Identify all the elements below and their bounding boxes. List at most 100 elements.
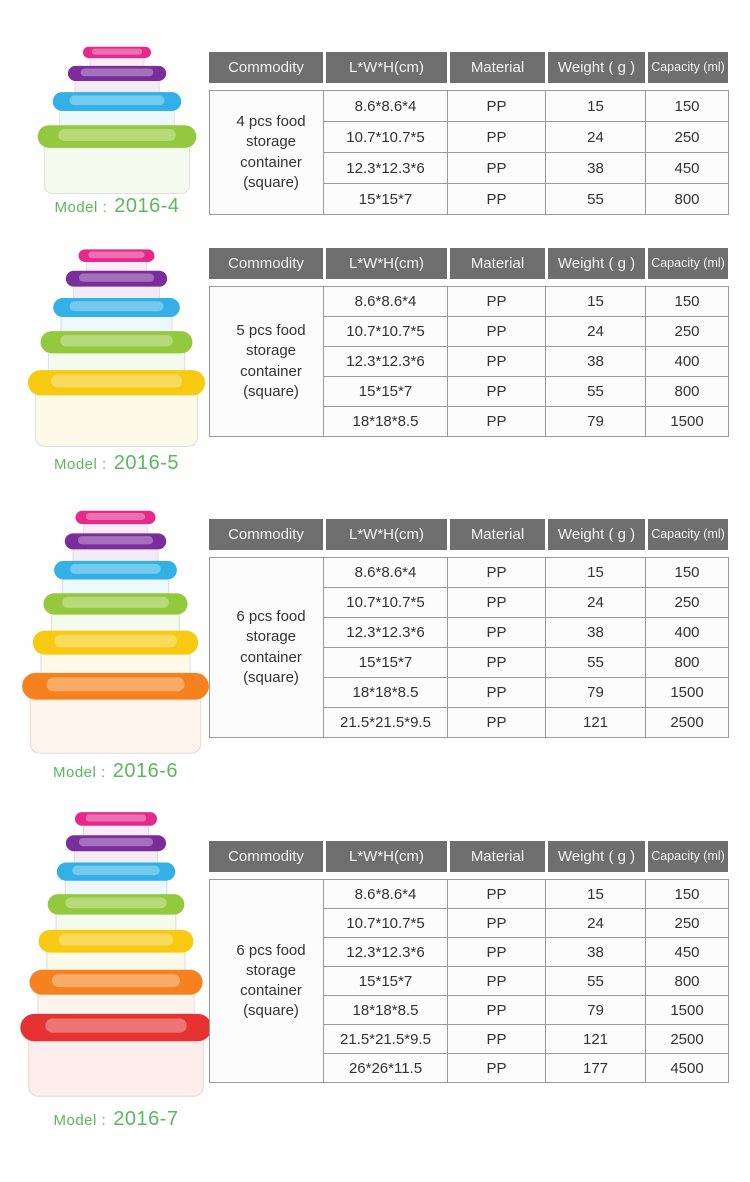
size-cell: 21.5*21.5*9.5	[323, 707, 448, 738]
table-row: 18*18*8.5 PP 79 1500	[210, 995, 729, 1025]
col-header-weight: Weight ( g )	[545, 248, 645, 279]
col-header-size: L*W*H(cm)	[323, 841, 447, 872]
weight-cell: 177	[545, 1053, 646, 1083]
material-cell: PP	[447, 376, 546, 407]
capacity-cell: 1500	[645, 677, 729, 708]
capacity-cell: 2500	[645, 1024, 729, 1054]
product-image-6pcs	[22, 510, 209, 754]
table-row: 4 pcs food storage container (square) 8.…	[209, 90, 729, 215]
commodity-cell: 4 pcs food storage container (square)	[209, 90, 324, 215]
weight-cell: 79	[545, 995, 646, 1025]
table-header: Commodity L*W*H(cm) Material Weight ( g …	[209, 248, 730, 279]
table-row: 21.5*21.5*9.5 PP 121 2500	[210, 707, 729, 738]
capacity-cell: 800	[645, 966, 729, 996]
capacity-cell: 450	[645, 152, 729, 184]
material-cell: PP	[447, 677, 546, 708]
col-header-size: L*W*H(cm)	[323, 52, 447, 83]
weight-cell: 38	[545, 617, 646, 648]
spec-table-2016-5: Commodity L*W*H(cm) Material Weight ( g …	[209, 248, 730, 437]
capacity-cell: 250	[645, 316, 729, 347]
weight-cell: 24	[545, 908, 646, 938]
size-cell: 18*18*8.5	[323, 677, 448, 708]
weight-cell: 15	[545, 90, 646, 122]
spec-table-2016-7: Commodity L*W*H(cm) Material Weight ( g …	[209, 841, 730, 1083]
material-cell: PP	[447, 152, 546, 184]
table-row: 5 pcs food storage container (square) 8.…	[209, 286, 729, 437]
table-row: 12.3*12.3*6 PP 38 450	[210, 152, 729, 184]
weight-cell: 38	[545, 346, 646, 377]
col-header-material: Material	[447, 841, 545, 872]
capacity-cell: 250	[645, 587, 729, 618]
capacity-cell: 150	[645, 879, 729, 909]
table-row: 12.3*12.3*6 PP 38 450	[210, 937, 729, 967]
model-prefix: Model :	[54, 456, 107, 473]
size-cell: 18*18*8.5	[323, 995, 448, 1025]
model-label: Model : 2016-4	[28, 195, 206, 218]
size-cell: 8.6*8.6*4	[323, 879, 448, 909]
weight-cell: 55	[545, 647, 646, 678]
capacity-cell: 1500	[645, 995, 729, 1025]
model-number: 2016-4	[114, 195, 180, 217]
size-cell: 12.3*12.3*6	[323, 937, 448, 967]
col-header-material: Material	[447, 519, 545, 550]
material-cell: PP	[447, 617, 546, 648]
col-header-weight: Weight ( g )	[545, 52, 645, 83]
size-cell: 18*18*8.5	[323, 406, 448, 437]
weight-cell: 55	[545, 966, 646, 996]
model-number: 2016-7	[113, 1108, 179, 1130]
table-row: 12.3*12.3*6 PP 38 400	[210, 346, 729, 377]
capacity-cell: 400	[645, 346, 729, 377]
material-cell: PP	[447, 1024, 546, 1054]
col-header-material: Material	[447, 52, 545, 83]
weight-cell: 79	[545, 677, 646, 708]
commodity-cell: 6 pcs food storage container (square)	[209, 879, 324, 1083]
material-cell: PP	[447, 995, 546, 1025]
spec-table-2016-4: Commodity L*W*H(cm) Material Weight ( g …	[209, 52, 730, 215]
size-cell: 10.7*10.7*5	[323, 121, 448, 153]
table-row: 18*18*8.5 PP 79 1500	[210, 406, 729, 437]
size-cell: 8.6*8.6*4	[323, 557, 448, 588]
size-cell: 12.3*12.3*6	[323, 617, 448, 648]
size-cell: 15*15*7	[323, 966, 448, 996]
spec-body: 4 pcs food storage container (square) 8.…	[209, 90, 729, 215]
material-cell: PP	[447, 1053, 546, 1083]
col-header-size: L*W*H(cm)	[323, 248, 447, 279]
model-prefix: Model :	[53, 764, 106, 781]
weight-cell: 55	[545, 376, 646, 407]
col-header-weight: Weight ( g )	[545, 519, 645, 550]
spec-body: 6 pcs food storage container (square) 8.…	[209, 879, 729, 1083]
material-cell: PP	[447, 183, 546, 215]
size-cell: 8.6*8.6*4	[323, 286, 448, 317]
col-header-capacity: Capacity (ml)	[645, 52, 728, 83]
size-cell: 15*15*7	[323, 376, 448, 407]
material-cell: PP	[447, 316, 546, 347]
col-header-commodity: Commodity	[209, 248, 323, 279]
model-label: Model : 2016-7	[16, 1108, 216, 1131]
col-header-weight: Weight ( g )	[545, 841, 645, 872]
col-header-material: Material	[447, 248, 545, 279]
model-label: Model : 2016-5	[24, 452, 209, 475]
spec-body: 6 pcs food storage container (square) 8.…	[209, 557, 729, 738]
capacity-cell: 800	[645, 647, 729, 678]
weight-cell: 38	[545, 152, 646, 184]
size-cell: 15*15*7	[323, 647, 448, 678]
spec-table-2016-6: Commodity L*W*H(cm) Material Weight ( g …	[209, 519, 730, 738]
size-cell: 21.5*21.5*9.5	[323, 1024, 448, 1054]
model-prefix: Model :	[53, 1112, 107, 1129]
capacity-cell: 150	[645, 557, 729, 588]
model-label: Model : 2016-6	[18, 760, 213, 783]
weight-cell: 15	[545, 557, 646, 588]
col-header-capacity: Capacity (ml)	[645, 519, 728, 550]
table-row: 10.7*10.7*5 PP 24 250	[210, 908, 729, 938]
col-header-commodity: Commodity	[209, 519, 323, 550]
table-row: 15*15*7 PP 55 800	[210, 966, 729, 996]
table-row: 10.7*10.7*5 PP 24 250	[210, 121, 729, 153]
table-row: 12.3*12.3*6 PP 38 400	[210, 617, 729, 648]
product-image-4pcs	[37, 46, 197, 194]
size-cell: 26*26*11.5	[323, 1053, 448, 1083]
commodity-cell: 6 pcs food storage container (square)	[209, 557, 324, 738]
material-cell: PP	[447, 908, 546, 938]
capacity-cell: 2500	[645, 707, 729, 738]
table-header: Commodity L*W*H(cm) Material Weight ( g …	[209, 52, 730, 83]
